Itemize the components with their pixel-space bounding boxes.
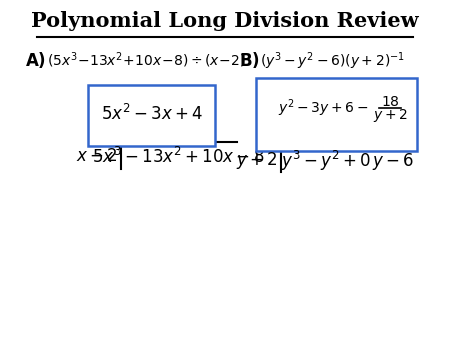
Text: Polynomial Long Division Review: Polynomial Long Division Review	[31, 11, 419, 31]
Text: $5x^2-3x+4$: $5x^2-3x+4$	[100, 104, 202, 124]
Text: $y+2$: $y+2$	[236, 150, 277, 171]
Text: $5x^3-13x^2+10x-8$: $5x^3-13x^2+10x-8$	[92, 147, 264, 167]
Text: $\mathbf{A)}$: $\mathbf{A)}$	[25, 50, 46, 70]
Text: $(y^3-y^2-6)(y+2)^{-1}$: $(y^3-y^2-6)(y+2)^{-1}$	[260, 50, 405, 72]
Text: $18$: $18$	[381, 95, 400, 109]
Text: $\mathbf{B)}$: $\mathbf{B)}$	[239, 50, 260, 70]
Text: $x-2$: $x-2$	[76, 148, 117, 165]
FancyBboxPatch shape	[88, 85, 215, 146]
FancyBboxPatch shape	[256, 78, 417, 150]
Text: $(5x^3\!-\!13x^2\!+\!10x\!-\!8)\div(x\!-\!2)$: $(5x^3\!-\!13x^2\!+\!10x\!-\!8)\div(x\!-…	[47, 50, 246, 70]
Text: $y+2$: $y+2$	[373, 107, 408, 124]
Text: $y^2-3y+6-$: $y^2-3y+6-$	[278, 97, 369, 119]
Text: $y^3-y^2+0\,y-6$: $y^3-y^2+0\,y-6$	[281, 149, 414, 173]
